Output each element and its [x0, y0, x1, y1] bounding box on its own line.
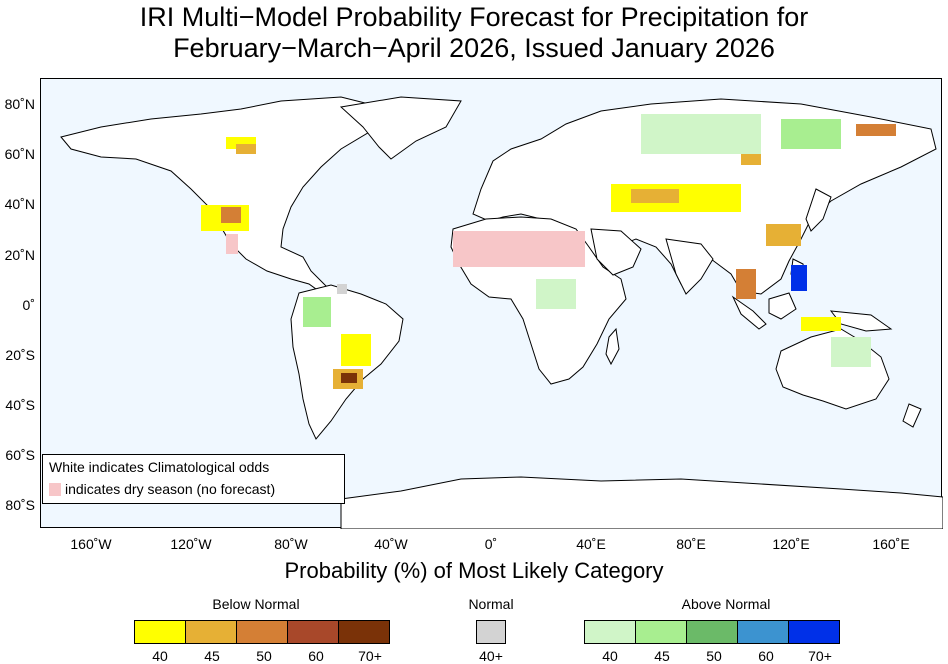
legend-swatch [476, 620, 506, 644]
legend-swatch [635, 620, 687, 644]
lat-label: 0˚ [22, 297, 35, 313]
note-climatology: White indicates Climatological odds [49, 459, 270, 475]
legend-swatch [686, 620, 738, 644]
legend-label: 60 [758, 648, 774, 664]
below-normal-se-asia [736, 269, 756, 299]
legend-axis-title: Probability (%) of Most Likely Category [284, 558, 664, 583]
map-canvas [60, 96, 943, 529]
legend-normal-swatches [476, 620, 506, 644]
below-normal-brazil [341, 334, 371, 366]
legend-label: 50 [706, 648, 722, 664]
below-normal-china [766, 224, 801, 246]
below-normal-indonesia [801, 317, 841, 331]
land-arabia [590, 228, 642, 276]
legend-swatch [584, 620, 636, 644]
below-normal-canada [236, 144, 256, 154]
above-normal-siberia [641, 114, 761, 154]
lon-label: 80˚W [274, 536, 308, 552]
lat-label: 40˚S [5, 397, 35, 413]
legend-label: 60 [308, 648, 324, 664]
above-normal-philippines [791, 265, 807, 291]
lat-label: 80˚N [4, 96, 35, 112]
lon-label: 160˚W [70, 536, 112, 552]
land-japan [805, 188, 832, 232]
lon-label: 120˚W [170, 536, 212, 552]
legend-below-normal-swatches [134, 620, 390, 644]
legend-below-normal-heading: Below Normal [212, 596, 300, 612]
land-new-zealand [902, 403, 922, 428]
lon-label: 120˚E [772, 536, 810, 552]
lon-label: 40˚W [374, 536, 408, 552]
legend-swatch [338, 620, 390, 644]
lon-label: 40˚E [576, 536, 606, 552]
normal-category-patch [337, 284, 347, 294]
below-normal-siberia-east [856, 124, 896, 136]
legend-label: 70+ [358, 648, 382, 664]
dry-season-sahara [453, 231, 585, 267]
lon-label: 160˚E [872, 536, 910, 552]
legend-swatch [287, 620, 339, 644]
dry-season-swatch [49, 483, 61, 496]
legend-label: 50 [256, 648, 272, 664]
legend-normal-heading: Normal [468, 596, 514, 612]
legend-swatch [737, 620, 789, 644]
lon-label: 0˚ [484, 536, 498, 552]
lat-label: 20˚N [4, 247, 35, 263]
land-antarctica [340, 476, 943, 529]
lat-label: 60˚S [5, 447, 35, 463]
land-india [665, 238, 714, 295]
lat-label: 60˚N [4, 146, 35, 162]
land-north-america [60, 96, 382, 300]
land-madagascar [605, 327, 620, 366]
lat-label: 80˚S [5, 497, 35, 513]
legend-swatch [134, 620, 186, 644]
above-normal-north-asia [781, 119, 841, 149]
land-sumatra [731, 295, 767, 330]
climatology-note-box: White indicates Climatological odds indi… [42, 454, 345, 504]
legend-swatch [788, 620, 840, 644]
lon-label: 80˚E [676, 536, 706, 552]
land-borneo [768, 292, 797, 320]
above-normal-australia [831, 337, 871, 367]
legend-label: 70+ [808, 648, 832, 664]
legend-swatch [185, 620, 237, 644]
legend-label: 40+ [479, 648, 503, 664]
below-normal-central-asia-core [631, 189, 679, 203]
legend-label: 45 [654, 648, 670, 664]
note-dry-season: indicates dry season (no forecast) [65, 481, 276, 497]
lat-label: 40˚N [4, 196, 35, 212]
legend-above-normal-heading: Above Normal [681, 596, 771, 612]
above-normal-africa [536, 279, 576, 309]
map-title-line2: February−March−April 2026, Issued Januar… [173, 33, 775, 63]
land-greenland [339, 96, 462, 160]
map-title-line1: IRI Multi−Model Probability Forecast for… [139, 2, 809, 32]
dry-season-mexico [226, 234, 238, 254]
legend-label: 40 [602, 648, 618, 664]
legend-label: 40 [152, 648, 168, 664]
below-normal-argentina-core [341, 373, 357, 383]
below-normal-us-southwest-core [221, 207, 241, 223]
legend-label: 45 [204, 648, 220, 664]
above-normal-south-america [303, 297, 331, 327]
legend-above-normal-swatches [584, 620, 840, 644]
legend-swatch [236, 620, 288, 644]
lat-label: 20˚S [5, 347, 35, 363]
forecast-map [40, 78, 943, 529]
